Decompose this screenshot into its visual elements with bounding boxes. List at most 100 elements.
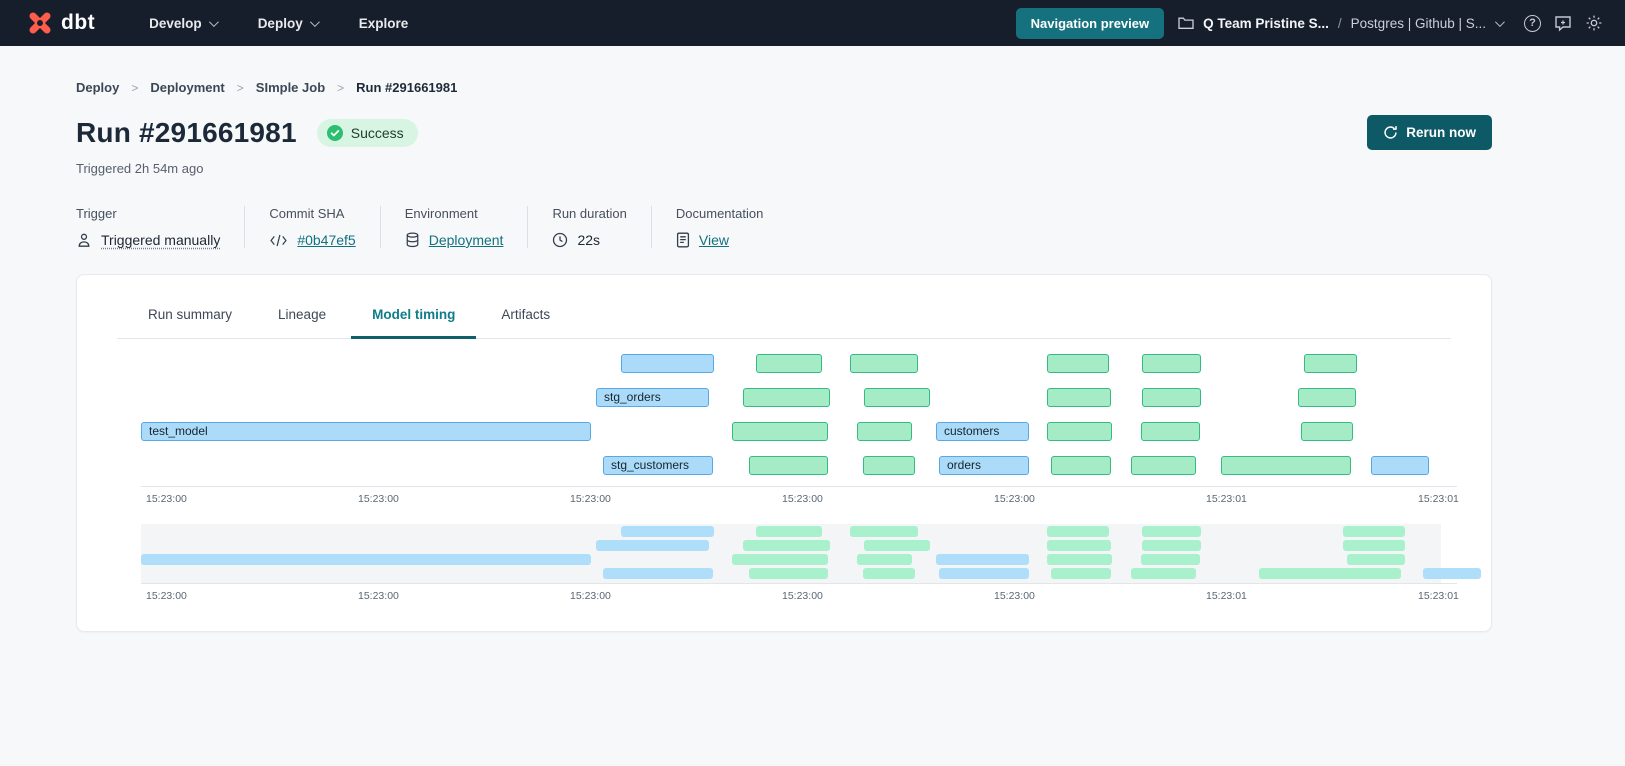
gantt-bar[interactable] <box>621 354 714 373</box>
dbt-logo-text: dbt <box>61 11 96 34</box>
feedback-button[interactable] <box>1554 15 1572 32</box>
tab-artifacts[interactable]: Artifacts <box>480 301 571 339</box>
help-button[interactable]: ? <box>1524 14 1541 32</box>
gantt-bar[interactable] <box>1047 354 1109 373</box>
gantt-bar[interactable] <box>756 354 822 373</box>
bar-label: stg_orders <box>604 390 661 404</box>
gantt-bar[interactable] <box>743 388 830 407</box>
environment-name: Postgres | Github | S... <box>1350 15 1486 31</box>
gantt-bar[interactable] <box>1301 422 1353 441</box>
gantt-bar-stg_orders[interactable]: stg_orders <box>596 388 709 407</box>
breadcrumb-item[interactable]: SImple Job <box>255 80 326 95</box>
nav-menus: Develop Deploy Explore <box>135 8 422 39</box>
overview-bar <box>1423 568 1481 579</box>
status-label: Success <box>350 124 404 141</box>
gantt-bar[interactable] <box>732 422 828 441</box>
dbt-logo[interactable]: dbt <box>26 9 95 37</box>
meta-value: Deployment <box>405 232 504 248</box>
gantt-bar[interactable] <box>1131 456 1196 475</box>
meta-label: Environment <box>404 206 478 221</box>
breadcrumb-separator: > <box>131 80 139 95</box>
meta-divider <box>244 206 246 248</box>
project-selector[interactable]: Q Team Pristine S... / Postgres | Github… <box>1178 15 1505 31</box>
gantt-bar[interactable] <box>863 456 915 475</box>
project-name: Q Team Pristine S... <box>1203 15 1329 31</box>
gantt-bar[interactable] <box>1051 456 1111 475</box>
help-icon: ? <box>1524 14 1541 32</box>
meta-label: Trigger <box>76 206 117 221</box>
nav-menu-explore[interactable]: Explore <box>345 8 423 39</box>
overview-bar <box>1047 554 1112 565</box>
gantt-bar-customers[interactable]: customers <box>936 422 1029 441</box>
gantt-bar-orders[interactable]: orders <box>939 456 1029 475</box>
gantt-bar[interactable] <box>1142 354 1201 373</box>
navigation-preview-button[interactable]: Navigation preview <box>1015 7 1165 39</box>
gantt-x-axis: 15:23:00 15:23:00 15:23:00 15:23:00 15:23:00… <box>141 486 1459 510</box>
nav-menu-deploy[interactable]: Deploy <box>244 8 331 39</box>
tab-run-summary[interactable]: Run summary <box>127 301 253 339</box>
x-axis-tick: 15:23:00 <box>782 493 823 505</box>
overview-bar <box>939 568 1029 579</box>
x-axis-tick: 15:23:00 <box>782 590 823 602</box>
meta-value: Triggered manually <box>76 232 220 248</box>
tab-lineage[interactable]: Lineage <box>257 301 347 339</box>
meta-link[interactable]: View <box>698 232 729 248</box>
gantt-bar[interactable] <box>1298 388 1356 407</box>
gantt-bar[interactable] <box>1047 388 1111 407</box>
gantt-bar[interactable] <box>857 422 912 441</box>
tab-model-timing[interactable]: Model timing <box>351 301 477 339</box>
title-row: Run #291661981 Success Rerun now <box>76 115 1492 150</box>
gear-icon <box>1585 14 1603 32</box>
rerun-now-button[interactable]: Rerun now <box>1367 115 1492 150</box>
gantt-bar[interactable] <box>749 456 828 475</box>
meta-label: Run duration <box>552 206 627 221</box>
overview-bar <box>141 554 591 565</box>
bar-label: customers <box>944 424 1000 438</box>
meta-text: 22s <box>577 232 601 248</box>
overview-bar <box>1142 526 1201 537</box>
overview-bar <box>756 526 822 537</box>
overview-bar <box>603 568 713 579</box>
gantt-bar[interactable] <box>864 388 930 407</box>
breadcrumb-separator: > <box>337 80 345 95</box>
settings-button[interactable] <box>1585 14 1603 32</box>
x-axis-tick: 15:23:00 <box>358 590 399 602</box>
overview-bar <box>1131 568 1196 579</box>
gantt-bar[interactable] <box>1371 456 1429 475</box>
breadcrumb-item[interactable]: Deployment <box>150 80 225 95</box>
run-detail-page: Deploy > Deployment > SImple Job > Run #291661… <box>76 80 1492 632</box>
meta-link[interactable]: Deployment <box>428 232 504 248</box>
gantt-bar-stg_customers[interactable]: stg_customers <box>603 456 713 475</box>
gantt-bar-test_model[interactable]: test_model <box>141 422 591 441</box>
breadcrumb-item[interactable]: Deploy <box>76 80 120 95</box>
overview-bar <box>1051 568 1111 579</box>
database-icon <box>405 232 420 248</box>
bar-label: stg_customers <box>611 458 690 472</box>
gantt-bar[interactable] <box>1141 422 1200 441</box>
overview-bar <box>1259 568 1401 579</box>
meta-value: View <box>676 232 763 248</box>
overview-bar <box>1047 540 1111 551</box>
chevron-down-icon <box>309 16 320 27</box>
meta-link[interactable]: #0b47ef5 <box>297 232 356 248</box>
nav-menu-label: Develop <box>149 15 202 31</box>
x-axis-tick: 15:23:00 <box>570 493 611 505</box>
navbar-icons: ? <box>1524 14 1603 32</box>
overview-bar <box>863 568 915 579</box>
meta-divider <box>650 206 652 248</box>
navbar-right: Navigation preview Q Team Pristine S... … <box>1015 7 1603 39</box>
gantt-bar[interactable] <box>850 354 918 373</box>
gantt-overview-brush[interactable] <box>141 524 1481 583</box>
overview-bar <box>1343 540 1405 551</box>
gantt-bar[interactable] <box>1304 354 1357 373</box>
gantt-bar[interactable] <box>1047 422 1112 441</box>
success-check-icon <box>326 124 343 141</box>
gantt-bar[interactable] <box>1221 456 1351 475</box>
meta-group-commit-sha: Commit SHA #0b47ef5 <box>269 206 355 248</box>
x-axis-tick: 15:23:00 <box>570 590 611 602</box>
breadcrumb-separator: > <box>236 80 244 95</box>
breadcrumb-item: Run #291661981 <box>356 80 458 95</box>
nav-menu-develop[interactable]: Develop <box>135 8 230 39</box>
overview-bar <box>936 554 1029 565</box>
gantt-bar[interactable] <box>1142 388 1201 407</box>
